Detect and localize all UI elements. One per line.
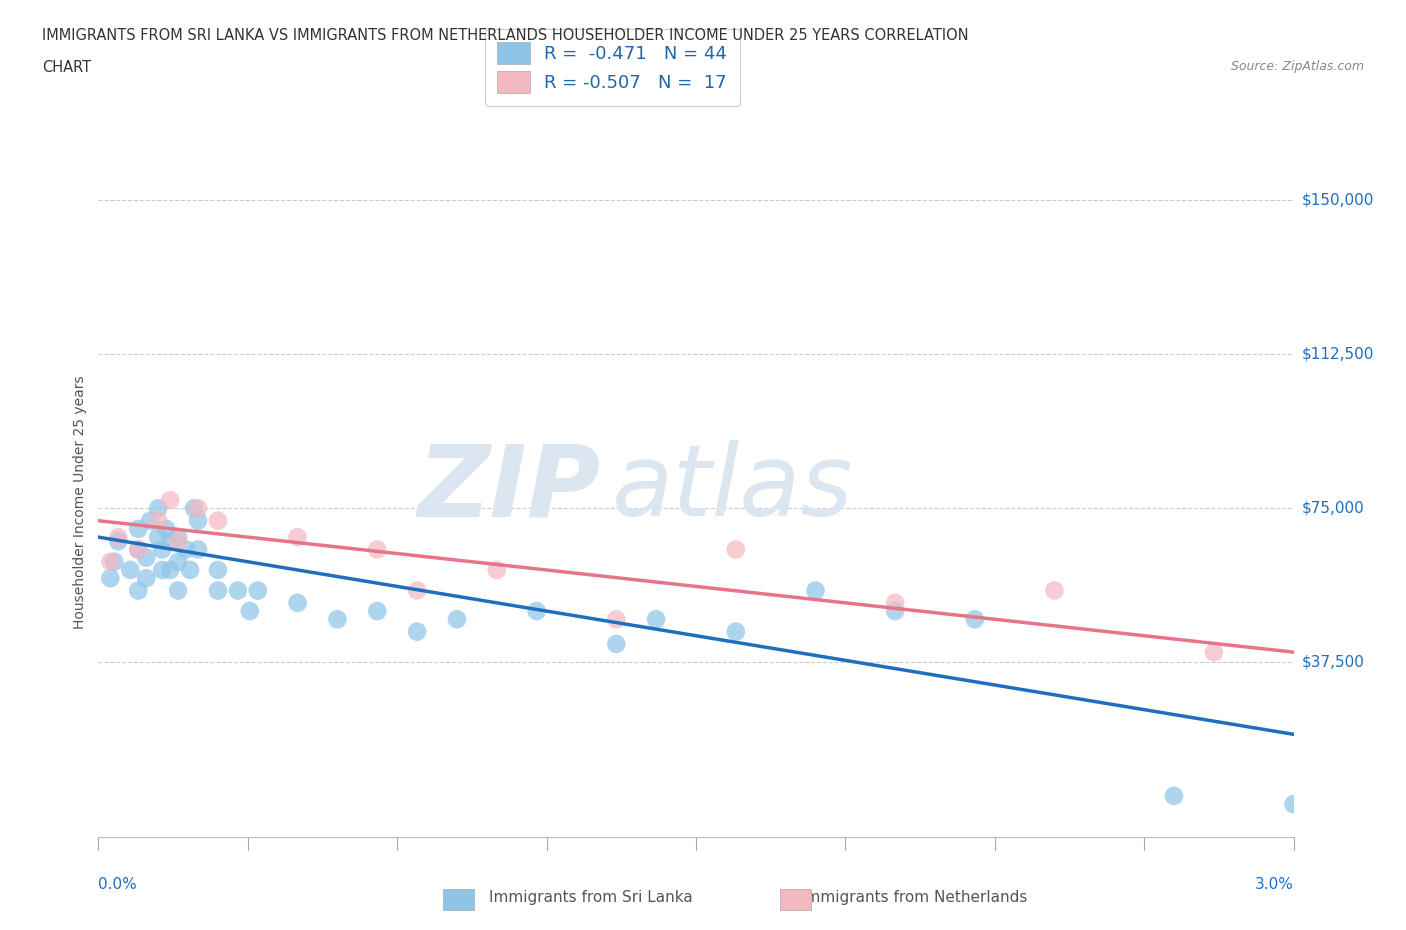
Text: Immigrants from Netherlands: Immigrants from Netherlands	[800, 890, 1028, 905]
Point	[446, 612, 468, 627]
Point	[187, 542, 209, 557]
Point	[98, 554, 122, 569]
Point	[167, 583, 190, 598]
Point	[366, 604, 388, 618]
Point	[127, 542, 149, 557]
Text: $150,000: $150,000	[1302, 193, 1374, 207]
Text: $37,500: $37,500	[1302, 655, 1365, 670]
Point	[366, 542, 388, 557]
Point	[605, 612, 627, 627]
Point	[1163, 789, 1185, 804]
Text: CHART: CHART	[42, 60, 91, 75]
Point	[174, 542, 197, 557]
Point	[135, 551, 157, 565]
Point	[207, 513, 229, 528]
Point	[246, 583, 269, 598]
Point	[107, 534, 129, 549]
Point	[167, 554, 190, 569]
Point	[159, 534, 181, 549]
Point	[605, 636, 627, 651]
Point	[326, 612, 349, 627]
Point	[127, 542, 149, 557]
Point	[120, 563, 142, 578]
Point	[406, 583, 429, 598]
Point	[526, 604, 548, 618]
Point	[148, 530, 170, 545]
Text: $75,000: $75,000	[1302, 501, 1365, 516]
Point	[287, 595, 309, 610]
Text: IMMIGRANTS FROM SRI LANKA VS IMMIGRANTS FROM NETHERLANDS HOUSEHOLDER INCOME UNDE: IMMIGRANTS FROM SRI LANKA VS IMMIGRANTS …	[42, 28, 969, 43]
Point	[724, 624, 747, 639]
Text: ZIP: ZIP	[418, 440, 600, 538]
Point	[1043, 583, 1066, 598]
Point	[150, 563, 173, 578]
Point	[148, 501, 170, 516]
Point	[127, 522, 149, 537]
Text: Immigrants from Sri Lanka: Immigrants from Sri Lanka	[489, 890, 692, 905]
Point	[155, 522, 177, 537]
Point	[187, 513, 209, 528]
Point	[139, 513, 162, 528]
Point	[187, 501, 209, 516]
Point	[135, 571, 157, 586]
Point	[127, 583, 149, 598]
Point	[167, 534, 190, 549]
Point	[1202, 644, 1225, 659]
Y-axis label: Householder Income Under 25 years: Householder Income Under 25 years	[73, 376, 87, 629]
Point	[406, 624, 429, 639]
Point	[179, 563, 201, 578]
Point	[226, 583, 249, 598]
Point	[884, 604, 907, 618]
Point	[724, 542, 747, 557]
Text: $112,500: $112,500	[1302, 347, 1374, 362]
Point	[148, 513, 170, 528]
Point	[207, 563, 229, 578]
Point	[207, 583, 229, 598]
Point	[150, 542, 173, 557]
Point	[804, 583, 827, 598]
Point	[98, 571, 122, 586]
Point	[963, 612, 986, 627]
Point	[485, 563, 508, 578]
Point	[159, 493, 181, 508]
Point	[103, 554, 125, 569]
Point	[107, 530, 129, 545]
Point	[884, 595, 907, 610]
Text: atlas: atlas	[612, 440, 853, 538]
Point	[167, 530, 190, 545]
Point	[287, 530, 309, 545]
Point	[1282, 797, 1305, 812]
Point	[159, 563, 181, 578]
Text: 0.0%: 0.0%	[98, 877, 138, 892]
Text: Source: ZipAtlas.com: Source: ZipAtlas.com	[1230, 60, 1364, 73]
Text: 3.0%: 3.0%	[1254, 877, 1294, 892]
Legend: R =  -0.471   N = 44, R = -0.507   N =  17: R = -0.471 N = 44, R = -0.507 N = 17	[485, 29, 740, 106]
Point	[239, 604, 262, 618]
Point	[183, 501, 205, 516]
Point	[645, 612, 668, 627]
